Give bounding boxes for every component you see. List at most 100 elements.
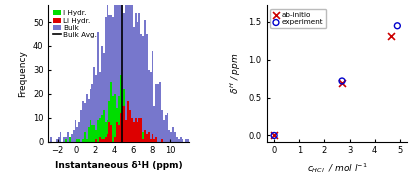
Bar: [108, 122, 110, 142]
Bar: [110, 82, 112, 142]
Bar: [142, 132, 144, 142]
Bar: [127, 101, 129, 142]
Bar: [121, 0, 123, 142]
Bar: [101, 46, 103, 142]
Bar: [118, 96, 120, 142]
Bar: [144, 20, 146, 142]
experiment: [339, 80, 345, 82]
Bar: [150, 139, 152, 142]
Bar: [131, 118, 133, 142]
Bar: [146, 34, 148, 142]
X-axis label: $c_{HCl}$  / mol l$^{-1}$: $c_{HCl}$ / mol l$^{-1}$: [307, 161, 368, 175]
Bar: [185, 139, 187, 142]
Bar: [99, 72, 101, 142]
experiment: [394, 24, 401, 27]
Bar: [153, 106, 155, 142]
Bar: [123, 12, 125, 142]
Bar: [142, 36, 144, 142]
Bar: [125, 122, 127, 142]
Bar: [116, 108, 118, 142]
Bar: [136, 22, 139, 142]
Bar: [107, 3, 108, 142]
Bar: [142, 139, 144, 142]
Bar: [129, 111, 131, 142]
Bar: [167, 113, 168, 142]
Bar: [97, 32, 99, 142]
Bar: [95, 139, 97, 142]
Bar: [65, 139, 67, 142]
Bar: [127, 125, 129, 142]
Bar: [146, 134, 148, 142]
Bar: [135, 12, 136, 142]
Bar: [120, 113, 121, 142]
Bar: [118, 125, 120, 142]
Bar: [159, 82, 161, 142]
Bar: [76, 127, 79, 142]
Bar: [172, 127, 174, 142]
Bar: [101, 115, 103, 142]
Bar: [114, 0, 116, 142]
Bar: [105, 17, 107, 142]
Bar: [135, 122, 136, 142]
Bar: [140, 34, 142, 142]
Bar: [174, 132, 176, 142]
Bar: [84, 103, 86, 142]
Bar: [129, 120, 131, 142]
Bar: [103, 53, 105, 142]
Bar: [152, 139, 153, 142]
Bar: [139, 132, 140, 142]
Bar: [150, 72, 152, 142]
Bar: [150, 139, 152, 142]
Bar: [69, 137, 71, 142]
Bar: [79, 122, 80, 142]
Bar: [63, 137, 65, 142]
Bar: [155, 84, 157, 142]
Legend: I Hydr., Li Hydr., Bulk, Bulk Avg.: I Hydr., Li Hydr., Bulk, Bulk Avg.: [52, 9, 99, 39]
Bar: [112, 96, 114, 142]
Bar: [88, 127, 89, 142]
Bar: [79, 139, 80, 142]
Bar: [121, 106, 123, 142]
Bar: [58, 137, 60, 142]
Bar: [76, 139, 79, 142]
Bar: [152, 51, 153, 142]
Bar: [82, 139, 84, 142]
Bar: [148, 70, 150, 142]
Bar: [97, 120, 99, 142]
Bar: [114, 137, 116, 142]
Bar: [129, 0, 131, 142]
Bar: [171, 132, 172, 142]
Bar: [189, 139, 191, 142]
Bulk Avg.: [120, 138, 125, 140]
Y-axis label: Frequency: Frequency: [18, 50, 27, 97]
ab-initio: [388, 34, 394, 37]
Bar: [89, 89, 92, 142]
Bar: [131, 0, 133, 142]
Bar: [180, 137, 181, 142]
Bar: [67, 132, 69, 142]
Bar: [112, 17, 114, 142]
ab-initio: [271, 134, 278, 137]
Bar: [165, 115, 167, 142]
X-axis label: Instantaneous δ¹H (ppm): Instantaneous δ¹H (ppm): [55, 161, 183, 170]
Bar: [108, 101, 110, 142]
Bar: [99, 137, 101, 142]
Bar: [140, 118, 142, 142]
Bar: [65, 137, 67, 142]
Bar: [131, 118, 133, 142]
Bar: [107, 120, 108, 142]
Bulk Avg.: [120, 140, 125, 143]
Bar: [187, 139, 189, 142]
Bar: [133, 27, 135, 142]
Bar: [178, 139, 180, 142]
Bar: [99, 118, 101, 142]
Bar: [92, 84, 93, 142]
Bar: [89, 120, 92, 142]
Bar: [60, 132, 61, 142]
Bar: [123, 106, 125, 142]
Bar: [139, 12, 140, 142]
Bar: [80, 111, 82, 142]
Bar: [133, 137, 135, 142]
Bar: [148, 132, 150, 142]
Bar: [69, 137, 71, 142]
